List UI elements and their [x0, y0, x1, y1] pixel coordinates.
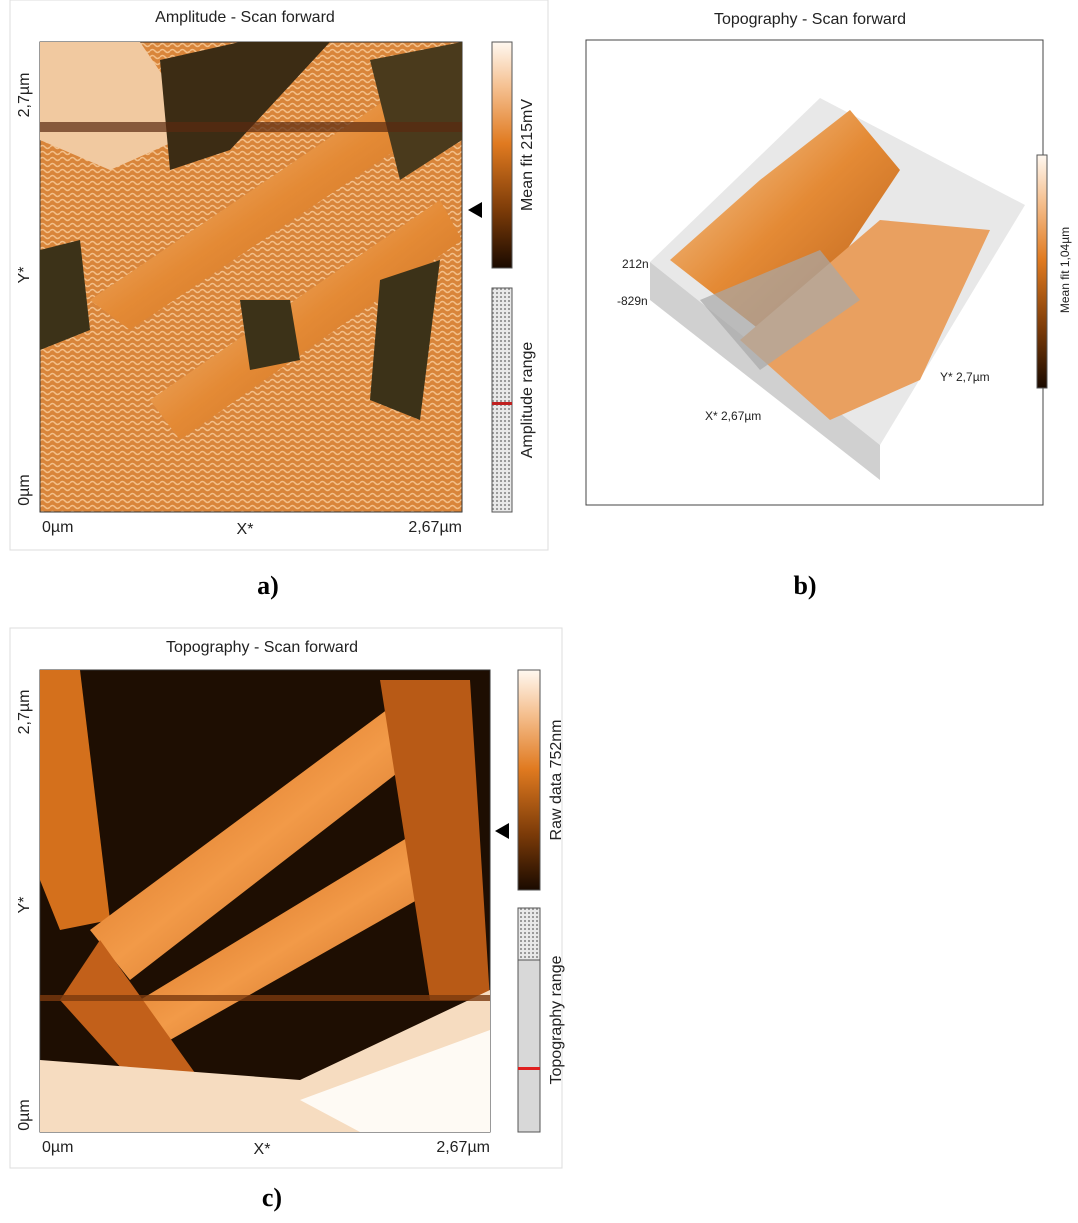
image-region: [240, 300, 300, 370]
scan-line: [40, 122, 462, 132]
amplitude-image: [40, 42, 462, 512]
y-label: 2,7µm: [16, 690, 33, 735]
range-marker: [492, 402, 512, 405]
y-label: Y*: [16, 897, 33, 914]
panel-title: Amplitude - Scan forward: [155, 9, 335, 26]
colorbar-label: Mean fit 215mV: [519, 99, 536, 211]
x-label: 0µm: [42, 519, 73, 536]
x-label: 2,67µm: [436, 1139, 490, 1156]
x-label: 0µm: [42, 1139, 73, 1156]
x-label: 2,67µm: [408, 519, 462, 536]
scan-line: [40, 995, 490, 1001]
colorbar: [492, 42, 512, 268]
colorbar-label: Mean fit 1,04µm: [1058, 227, 1072, 313]
range-marker: [518, 1067, 540, 1070]
y-label: Y* 2,7µm: [940, 370, 990, 384]
y-label: 2,7µm: [16, 73, 33, 118]
x-label: X*: [254, 1141, 271, 1158]
range-label: Amplitude range: [519, 342, 536, 459]
range-bar-part: [518, 908, 540, 960]
figure: Amplitude - Scan forward 2,7µm Y* 0µm 0µ…: [0, 0, 1078, 1223]
y-label: 0µm: [16, 1099, 33, 1130]
panel-a: Amplitude - Scan forward 2,7µm Y* 0µm 0µ…: [10, 0, 548, 600]
colorbar: [518, 670, 540, 890]
topography-image: [40, 670, 490, 1132]
caption: c): [262, 1183, 282, 1212]
y-label: 0µm: [16, 474, 33, 505]
x-label: X*: [237, 521, 254, 538]
panel-c: Topography - Scan forward 2,7µm Y* 0µm 0…: [10, 628, 565, 1212]
colorbar-label: Raw data 752nm: [548, 720, 565, 841]
range-bar: [492, 288, 512, 512]
caption: a): [257, 571, 279, 600]
z-label: -829n: [617, 294, 648, 308]
panel-title: Topography - Scan forward: [166, 639, 358, 656]
range-label: Topography range: [548, 955, 565, 1084]
caption: b): [793, 571, 816, 600]
z-label: 212n: [622, 257, 649, 271]
panel-b: Topography - Scan forward Mean fit 1,04µ…: [586, 11, 1072, 600]
colorbar: [1037, 155, 1047, 388]
y-label: Y*: [16, 267, 33, 284]
x-label: X* 2,67µm: [705, 409, 761, 423]
panel-title: Topography - Scan forward: [714, 11, 906, 28]
